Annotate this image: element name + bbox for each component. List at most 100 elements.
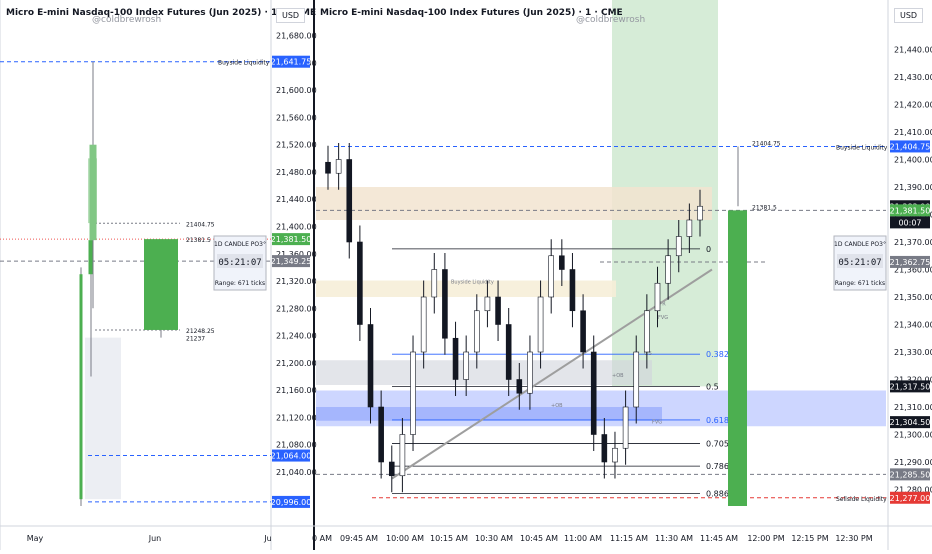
minute-candle-body <box>495 296 501 325</box>
candle-po3-title: 1D CANDLE PO3° <box>834 241 886 248</box>
right-x-tick-label: 10:15 AM <box>430 534 468 543</box>
level-21381-label: 21381.5 <box>752 204 777 211</box>
fib-level-label: 0.382 <box>706 350 729 359</box>
minute-candle-body <box>665 255 671 284</box>
projection-candle <box>728 210 747 506</box>
minute-candle-body <box>442 269 448 339</box>
left-y-tick-label: 21,360.00 <box>276 250 317 259</box>
right-x-tick-label: 11:15 AM <box>610 534 648 543</box>
left-y-tick-label: 21,200.00 <box>276 359 317 368</box>
right-currency-button[interactable]: USD <box>894 8 924 23</box>
left-y-tick-label: 21,080.00 <box>276 441 317 450</box>
right-y-tick-label: 21,430.00 <box>894 73 932 82</box>
sellside-label: Sellside Liquidity <box>836 496 887 503</box>
left-y-tick-label: 21,240.00 <box>276 332 317 341</box>
minute-candle-body <box>388 461 395 477</box>
level-21381-label: 21381.5 <box>186 237 211 244</box>
right-x-tick-label: 11:30 AM <box>655 534 693 543</box>
zone-small-label: +OB <box>612 373 624 379</box>
right-x-tick-label: 12:30 PM <box>835 534 872 543</box>
left-currency-button[interactable]: USD <box>276 8 306 23</box>
fib-level-label: 0.5 <box>706 382 719 391</box>
candle-po3-title: 1D CANDLE PO3° <box>214 241 266 248</box>
right-y-tick-label: 21,300.00 <box>894 431 932 440</box>
right-y-tick-label: 21,350.00 <box>894 293 932 302</box>
right-price-tag: 21,381.50 <box>890 206 931 215</box>
minute-candle-body <box>516 379 523 394</box>
minute-candle-body <box>675 236 682 257</box>
right-y-tick-label: 21,360.00 <box>894 266 932 275</box>
left-y-tick-label: 21,440.00 <box>276 195 317 204</box>
zone-small-label: SPR <box>656 301 666 307</box>
left-y-tick-label: 21,520.00 <box>276 141 317 150</box>
minute-candle-body <box>357 241 363 325</box>
right-x-tick-label: 11:00 AM <box>564 534 602 543</box>
right-y-tick-label: 21,330.00 <box>894 348 932 357</box>
left-watermark: @coldbrewrosh <box>92 15 162 25</box>
right-x-tick-label: 0 AM <box>312 534 332 543</box>
candle-timer-bg <box>837 254 883 268</box>
fib-level-label: 0.886 <box>706 489 729 498</box>
candle-timer-bg <box>217 254 263 268</box>
minute-candle-body <box>505 324 512 380</box>
right-x-tick-label: 12:15 PM <box>791 534 828 543</box>
range-box <box>85 337 121 500</box>
right-y-tick-label: 21,420.00 <box>894 101 932 110</box>
right-price-tag: 21,304.50 <box>890 418 931 427</box>
daily-candle-body <box>88 240 94 275</box>
right-x-tick-label: 12:00 PM <box>747 534 784 543</box>
fib-level-label: 0.618 <box>706 416 729 425</box>
grey-zone-1 <box>316 360 652 385</box>
right-y-tick-label: 21,390.00 <box>894 183 932 192</box>
left-price-tag-bg <box>272 449 310 462</box>
left-price-tag-bg <box>272 495 310 508</box>
right-chart-layer[interactable]: 21,440.00 21,430.00 21,420.00 21,410.00 21,4… <box>312 0 932 543</box>
range-ticks-label: Range: 671 ticks <box>835 280 885 287</box>
zone-small-label: Buyside Liquidity <box>451 279 494 285</box>
minute-candle-body <box>612 447 618 463</box>
level-21237-label: 21237 <box>186 336 205 343</box>
left-price-tag-bg <box>272 255 310 268</box>
left-x-tick-label: Ju <box>263 534 271 543</box>
left-y-tick-label: 21,280.00 <box>276 304 317 313</box>
right-y-tick-label: 21,440.00 <box>894 46 932 55</box>
right-x-tick-label: 11:45 AM <box>700 534 738 543</box>
fib-level-label: 0.786 <box>706 462 729 471</box>
daily-candle-body <box>144 239 178 330</box>
range-ticks-label: Range: 671 ticks <box>215 280 265 287</box>
right-price-tag: 21,285.50 <box>890 470 931 479</box>
zone-small-label: FVG <box>658 315 668 321</box>
left-y-tick-label: 21,560.00 <box>276 113 317 122</box>
left-price-tag: 20,996.00 <box>271 498 312 507</box>
minute-candle-body <box>335 159 342 174</box>
minute-candle-body <box>569 269 576 312</box>
minute-candle-body <box>697 205 703 221</box>
right-y-tick-label: 21,340.00 <box>894 321 932 330</box>
left-price-tag: 21,349.25 <box>271 257 312 266</box>
right-price-tag-bg <box>890 140 930 153</box>
left-price-tag-bg <box>272 55 310 68</box>
minute-candle-body <box>686 219 693 237</box>
right-y-tick-label: 21,320.00 <box>894 376 932 385</box>
right-price-tag: 21,404.75 <box>890 142 931 151</box>
right-x-tick-label: 10:45 AM <box>520 534 558 543</box>
zone-small-label: +OB <box>551 403 563 409</box>
right-price-tag: 21,277.00 <box>890 494 931 503</box>
fib-level-label: 0 <box>706 245 711 254</box>
zone-small-label: FVG <box>652 420 662 426</box>
left-y-tick-label: 21,320.00 <box>276 277 317 286</box>
buyside-liquidity-label: Buyside Liquidity <box>218 60 270 67</box>
right-price-tag-bg <box>890 416 930 429</box>
level-21404-label: 21404.75 <box>186 221 215 228</box>
minute-candle-body <box>420 296 427 353</box>
right-y-tick-label: 21,290.00 <box>894 458 932 467</box>
minute-candle-body <box>473 310 480 353</box>
left-y-tick-label: 21,680.00 <box>276 32 317 41</box>
left-chart-layer[interactable]: 21,680.0021,640.0021,600.0021,560.0021,5… <box>0 32 317 543</box>
countdown-bg <box>890 216 930 229</box>
buyside-label: Buyside Liquidity <box>836 144 888 151</box>
minute-candle-body <box>537 296 544 353</box>
minute-candle-body <box>367 324 374 408</box>
right-chart-title: Micro E-mini Nasdaq-100 Index Futures (J… <box>320 8 623 18</box>
right-x-tick-label: 10:00 AM <box>386 534 424 543</box>
